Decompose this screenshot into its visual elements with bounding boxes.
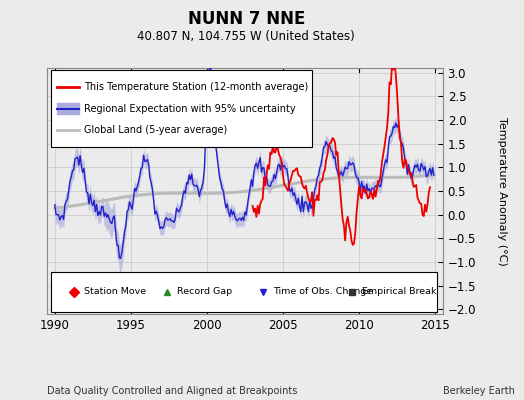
Text: Regional Expectation with 95% uncertainty: Regional Expectation with 95% uncertaint… (83, 104, 295, 114)
Text: Empirical Break: Empirical Break (362, 287, 436, 296)
Text: Time of Obs. Change: Time of Obs. Change (273, 287, 372, 296)
Text: NUNN 7 NNE: NUNN 7 NNE (188, 10, 305, 28)
Text: 40.807 N, 104.755 W (United States): 40.807 N, 104.755 W (United States) (137, 30, 355, 43)
Y-axis label: Temperature Anomaly (°C): Temperature Anomaly (°C) (497, 117, 507, 265)
FancyBboxPatch shape (51, 272, 437, 312)
Text: Global Land (5-year average): Global Land (5-year average) (83, 125, 227, 135)
Text: Berkeley Earth: Berkeley Earth (443, 386, 515, 396)
Text: Record Gap: Record Gap (177, 287, 232, 296)
Text: Station Move: Station Move (84, 287, 146, 296)
FancyBboxPatch shape (51, 70, 312, 147)
Text: This Temperature Station (12-month average): This Temperature Station (12-month avera… (83, 82, 308, 92)
Text: Data Quality Controlled and Aligned at Breakpoints: Data Quality Controlled and Aligned at B… (47, 386, 298, 396)
